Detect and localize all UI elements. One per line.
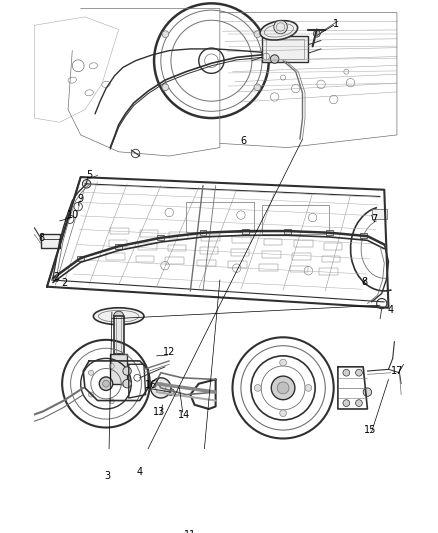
Bar xyxy=(264,239,282,245)
Text: 5: 5 xyxy=(86,171,92,180)
Bar xyxy=(41,235,60,248)
Bar xyxy=(109,240,127,247)
Bar xyxy=(78,255,84,261)
Bar xyxy=(200,230,206,235)
Bar xyxy=(110,354,127,384)
Text: 8: 8 xyxy=(362,278,368,287)
Text: 9: 9 xyxy=(78,194,84,204)
Circle shape xyxy=(109,399,114,404)
Text: 2: 2 xyxy=(53,272,60,281)
Circle shape xyxy=(82,180,91,188)
Circle shape xyxy=(305,384,312,391)
Bar xyxy=(165,257,184,264)
Circle shape xyxy=(343,369,350,376)
Bar xyxy=(233,236,251,243)
Bar xyxy=(169,232,188,239)
Text: 4: 4 xyxy=(137,467,143,477)
Text: 10: 10 xyxy=(67,210,79,220)
Text: 1: 1 xyxy=(333,19,339,29)
Bar xyxy=(266,39,304,59)
Circle shape xyxy=(277,382,289,394)
Circle shape xyxy=(99,377,113,391)
Circle shape xyxy=(356,400,362,407)
Bar xyxy=(294,240,313,247)
Bar xyxy=(106,253,124,260)
Circle shape xyxy=(123,379,131,388)
Bar xyxy=(168,245,186,251)
Bar xyxy=(186,203,254,232)
Bar xyxy=(326,230,333,235)
Text: 6: 6 xyxy=(240,136,247,146)
Bar xyxy=(242,229,248,233)
Circle shape xyxy=(109,364,114,369)
Text: 3: 3 xyxy=(105,472,111,481)
Text: 17: 17 xyxy=(391,366,403,376)
Bar xyxy=(284,229,291,233)
Text: 13: 13 xyxy=(153,407,165,416)
Bar xyxy=(371,209,387,219)
Text: 7: 7 xyxy=(371,214,377,224)
Circle shape xyxy=(123,367,131,375)
Bar xyxy=(292,253,311,260)
Text: 15: 15 xyxy=(364,425,376,435)
Text: 8: 8 xyxy=(38,233,44,243)
Bar xyxy=(231,249,249,255)
Bar xyxy=(259,264,278,271)
Bar xyxy=(115,244,122,249)
Circle shape xyxy=(254,31,261,37)
Bar xyxy=(319,268,338,275)
Circle shape xyxy=(363,388,371,397)
Circle shape xyxy=(162,84,169,91)
Circle shape xyxy=(113,311,124,321)
Text: 2: 2 xyxy=(62,278,68,288)
Circle shape xyxy=(314,30,320,37)
Bar xyxy=(140,230,158,237)
Text: 16: 16 xyxy=(145,381,157,390)
Text: 14: 14 xyxy=(178,410,191,420)
Bar xyxy=(322,255,340,262)
Text: 12: 12 xyxy=(163,348,176,358)
Ellipse shape xyxy=(93,308,144,325)
Bar xyxy=(200,247,218,254)
Circle shape xyxy=(162,31,169,37)
Circle shape xyxy=(280,410,286,417)
Bar xyxy=(262,251,281,258)
Bar xyxy=(201,235,220,241)
Circle shape xyxy=(280,359,286,366)
Circle shape xyxy=(102,381,110,387)
Circle shape xyxy=(168,389,174,395)
Circle shape xyxy=(356,369,362,376)
Bar xyxy=(110,228,129,235)
Bar xyxy=(262,205,329,235)
Circle shape xyxy=(254,384,261,391)
Bar xyxy=(262,36,308,61)
Circle shape xyxy=(254,84,261,91)
Bar xyxy=(290,265,308,272)
Circle shape xyxy=(122,381,127,386)
Circle shape xyxy=(274,20,287,34)
Bar xyxy=(324,243,342,249)
Bar xyxy=(157,235,164,240)
Bar xyxy=(138,243,157,249)
Circle shape xyxy=(151,378,171,398)
Circle shape xyxy=(88,392,94,397)
Bar xyxy=(135,255,154,262)
Bar xyxy=(113,316,124,354)
Bar xyxy=(360,233,367,238)
Bar xyxy=(228,261,247,268)
Bar xyxy=(197,260,215,266)
Text: 11: 11 xyxy=(184,530,197,533)
Circle shape xyxy=(343,400,350,407)
Ellipse shape xyxy=(260,21,298,40)
Circle shape xyxy=(271,376,295,400)
Text: 4: 4 xyxy=(388,305,394,316)
Circle shape xyxy=(88,370,94,375)
Circle shape xyxy=(270,55,279,63)
